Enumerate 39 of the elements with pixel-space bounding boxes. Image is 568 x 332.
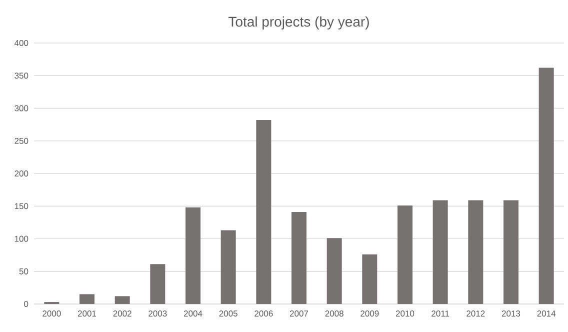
x-tick-label: 2006 [254,310,273,317]
chart-title: Total projects (by year) [228,16,369,30]
y-tick-label: 250 [14,138,28,144]
bar [398,205,412,304]
bar [362,254,378,304]
bar [256,120,272,304]
bar [538,68,554,304]
x-tick-label: 2004 [184,310,202,317]
x-tick-label: 2013 [502,310,520,317]
x-tick-label: 2003 [148,310,167,317]
y-tick-label: 350 [14,72,28,79]
x-tick-label: 2001 [78,310,96,317]
bar [220,230,236,304]
x-tick-label: 2000 [42,310,61,317]
y-tick-label: 400 [14,40,28,46]
y-tick-label: 0 [24,300,28,307]
bar [292,212,306,304]
y-tick-label: 300 [14,105,28,112]
bar [326,238,342,304]
x-tick-label: 2009 [360,310,379,317]
x-tick-label: 2002 [113,310,132,317]
bar [503,200,518,304]
x-tick-label: 2011 [432,310,450,317]
x-tick-label: 2007 [290,310,308,317]
y-tick-label: 200 [14,170,28,176]
y-tick-label: 150 [14,203,28,210]
x-tick-label: 2010 [396,310,414,317]
bar [468,200,484,304]
x-tick-label: 2014 [537,310,556,317]
y-tick-label: 50 [19,268,28,274]
bar [432,200,448,304]
x-tick-label: 2008 [325,310,344,317]
y-tick-label: 100 [14,236,28,242]
bar [114,296,130,304]
bar [150,264,166,304]
x-tick-label: 2005 [219,310,238,317]
x-tick-label: 2012 [466,310,485,317]
bar [80,294,95,304]
bar [186,207,201,304]
